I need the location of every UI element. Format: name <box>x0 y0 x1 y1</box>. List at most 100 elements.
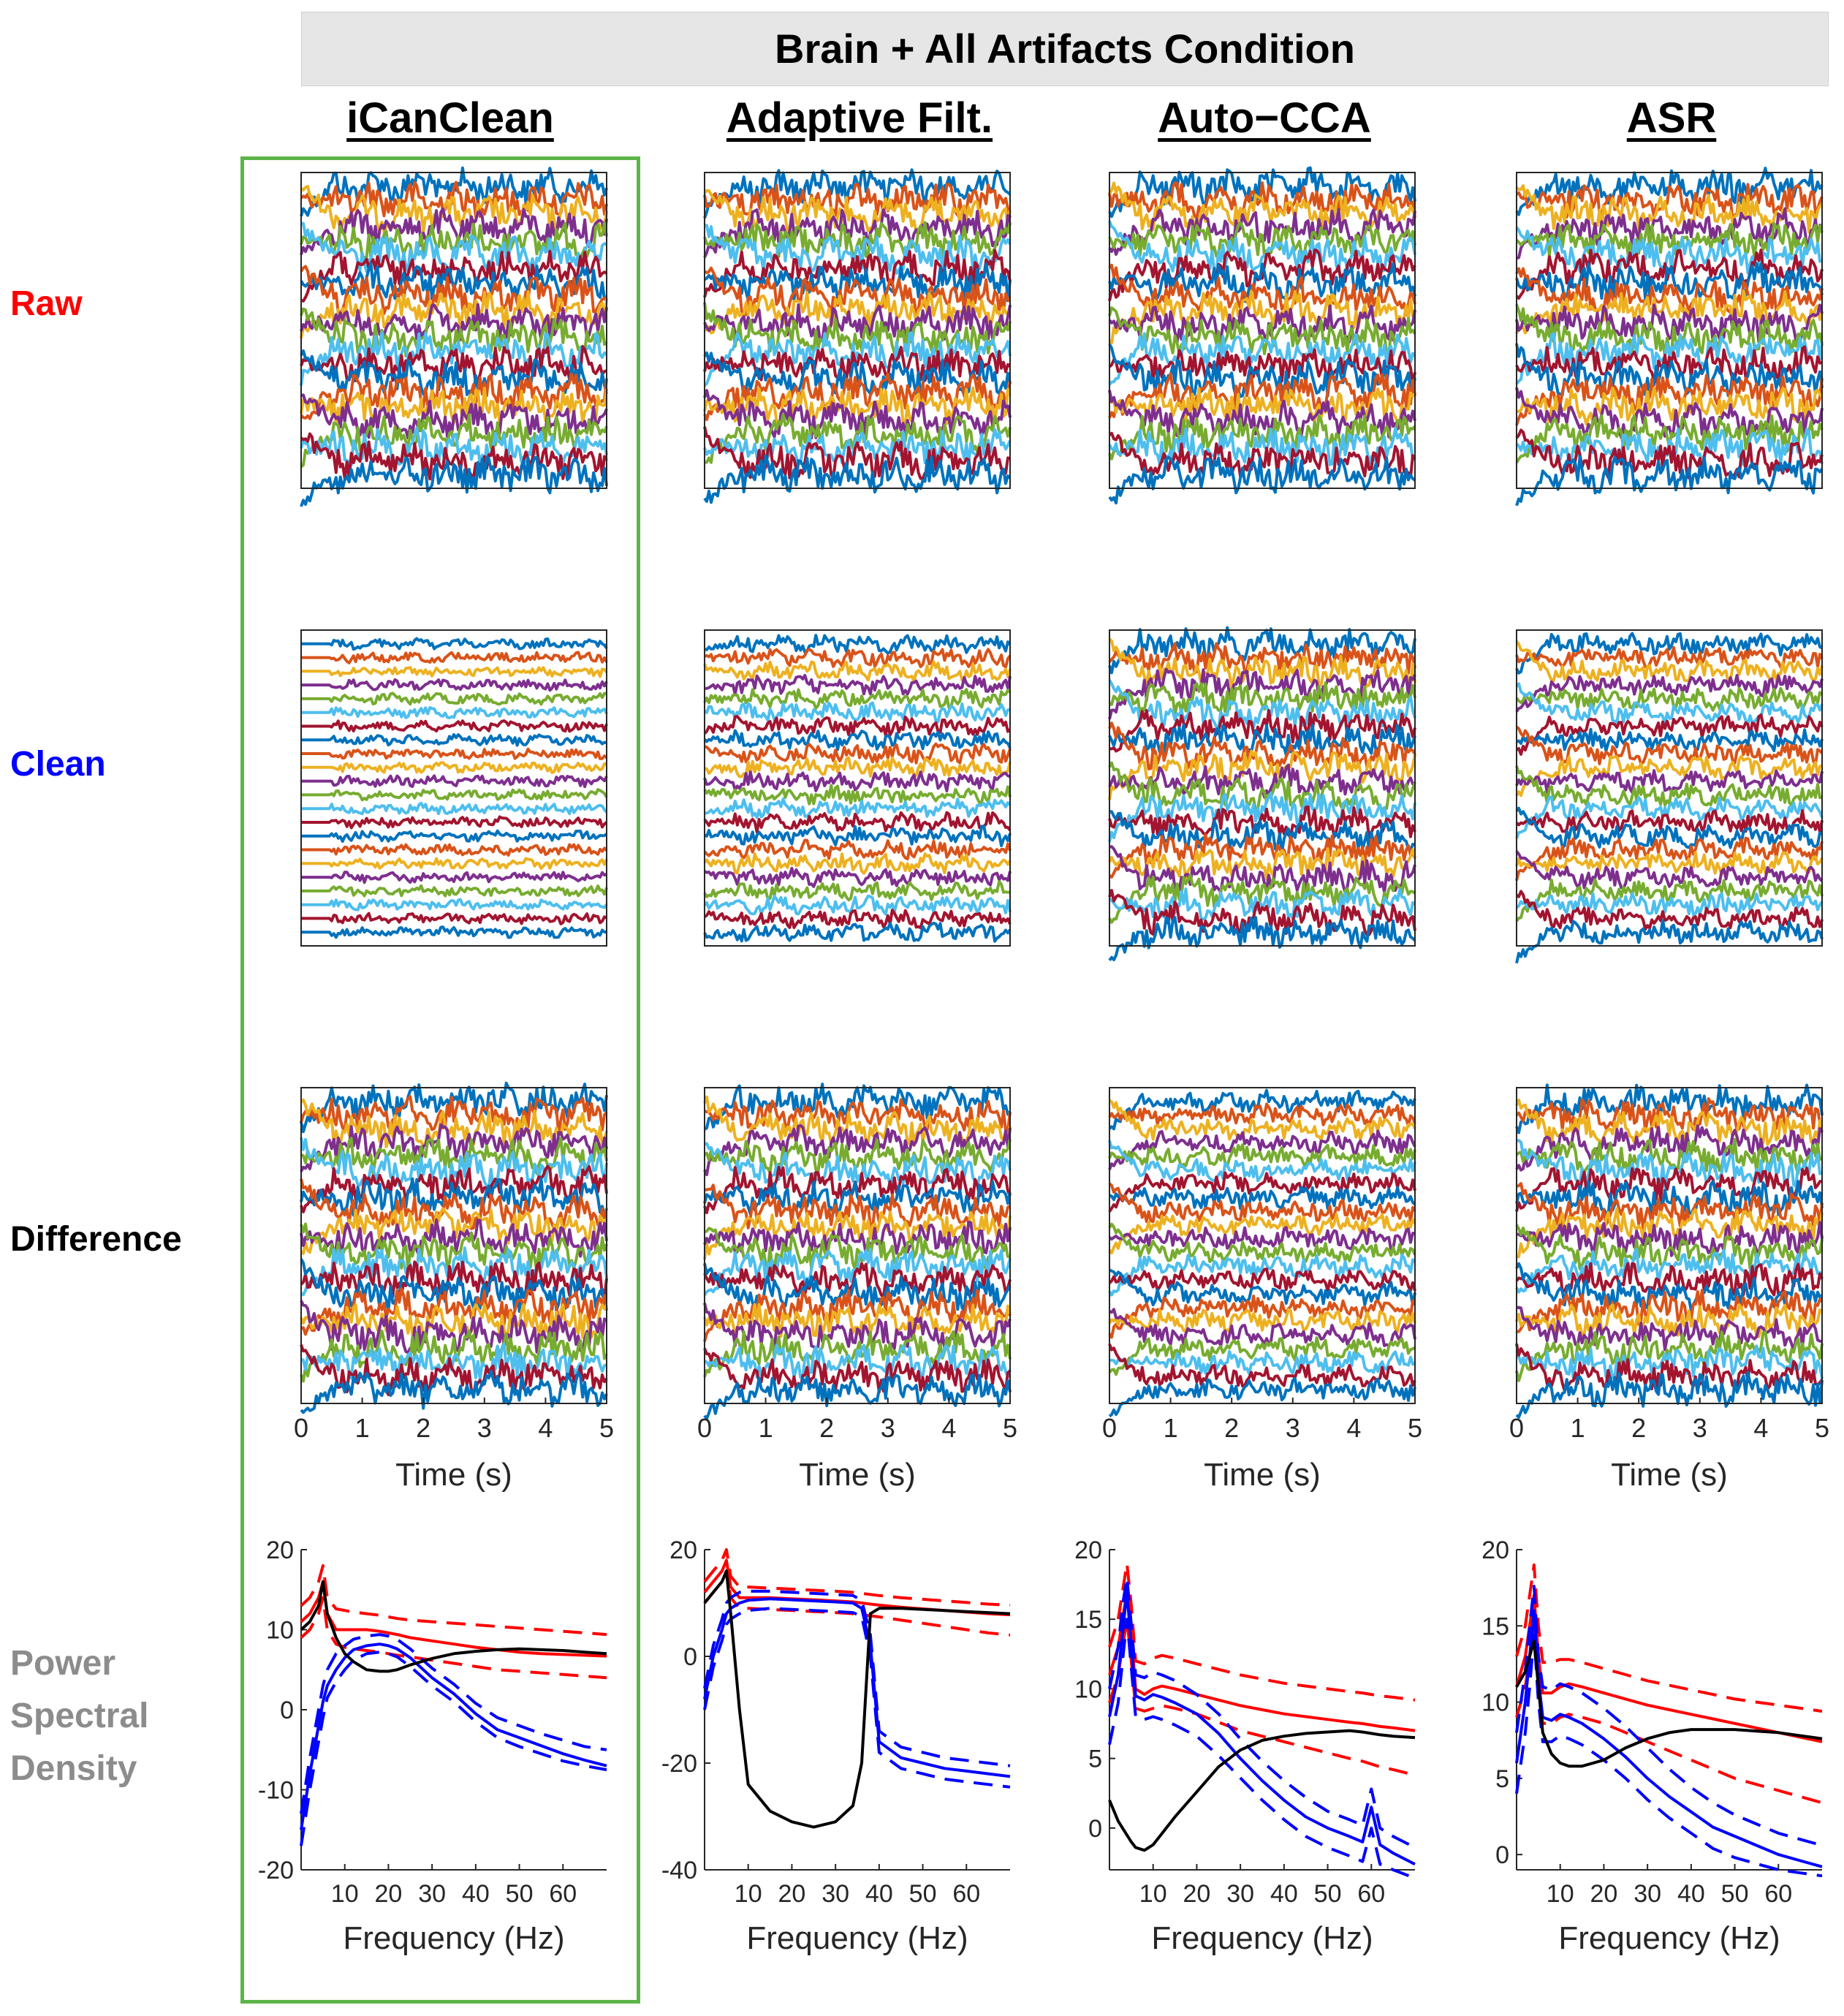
eeg-trace <box>1515 343 1824 398</box>
eeg-trace <box>1108 1140 1416 1183</box>
eeg-trace <box>1515 1124 1824 1172</box>
column-title-asr: ASR <box>1626 94 1717 142</box>
eeg-trace <box>301 706 608 720</box>
eeg-trace <box>301 691 607 706</box>
eeg-axes-box <box>1516 172 1823 489</box>
eeg-panel-raw-4 <box>1515 167 1824 507</box>
x-tick-label: 10 <box>1139 1880 1167 1908</box>
eeg-trace <box>1108 289 1416 344</box>
eeg-trace <box>1516 386 1824 426</box>
highlight-box-icanclean <box>240 156 640 2004</box>
eeg-trace <box>1109 1099 1416 1142</box>
y-tick-label: 20 <box>1481 1536 1509 1564</box>
eeg-trace <box>1515 919 1824 964</box>
eeg-trace <box>703 1262 1012 1312</box>
x-tick-label: 5 <box>599 1413 614 1443</box>
eeg-trace <box>703 1138 1012 1175</box>
eeg-trace <box>1109 709 1416 753</box>
eeg-trace <box>1515 1248 1824 1294</box>
psd-series-raw_upper <box>300 1564 607 1637</box>
eeg-trace <box>301 925 607 939</box>
eeg-trace <box>300 1303 608 1340</box>
x-tick-label: 3 <box>1286 1413 1300 1443</box>
eeg-trace <box>703 454 1012 504</box>
eeg-trace <box>1515 836 1824 882</box>
eeg-trace <box>1108 262 1416 303</box>
eeg-trace <box>301 801 608 816</box>
x-tick-label: 50 <box>909 1880 937 1908</box>
eeg-trace <box>1108 681 1416 716</box>
x-tick-label: 1 <box>1571 1413 1585 1443</box>
eeg-trace <box>1108 1344 1416 1388</box>
psd-series-clean_upper <box>1108 1576 1416 1849</box>
eeg-trace <box>1108 791 1416 843</box>
eeg-trace <box>1108 1143 1416 1169</box>
eeg-trace <box>1515 806 1824 849</box>
psd-series-raw_lower <box>1108 1618 1416 1777</box>
eeg-trace <box>1515 374 1824 426</box>
eeg-trace <box>1108 1182 1416 1224</box>
eeg-trace <box>1108 427 1416 466</box>
x-tick-label: 50 <box>1314 1880 1342 1908</box>
row-label-psd-line-2: Spectral <box>10 1697 149 1735</box>
x-tick-label: 5 <box>1003 1413 1017 1443</box>
eeg-trace <box>703 266 1012 317</box>
eeg-trace <box>1515 878 1824 922</box>
eeg-trace <box>1108 166 1416 219</box>
eeg-trace <box>1515 428 1824 480</box>
eeg-panel-clean-2 <box>703 629 1012 947</box>
eeg-trace <box>703 373 1012 422</box>
eeg-trace <box>703 770 1011 792</box>
y-tick-label: 0 <box>280 1697 294 1724</box>
y-tick-label: 0 <box>1495 1841 1509 1869</box>
psd-series-difference <box>703 1569 1011 1829</box>
eeg-trace <box>301 747 608 760</box>
eeg-trace <box>1108 1088 1416 1131</box>
x-tick-label: 50 <box>1721 1880 1749 1908</box>
eeg-trace <box>1108 1222 1416 1263</box>
y-tick-label: 20 <box>1074 1536 1102 1564</box>
x-axis-label: Frequency (Hz) <box>343 1920 564 1956</box>
psd-series-raw_upper <box>703 1548 1011 1607</box>
x-tick-label: 4 <box>1753 1413 1768 1443</box>
psd-panel-3: 0 5 10 15 20 10 20 30 40 50 60 Frequency (Hz) <box>1074 1536 1416 1956</box>
eeg-trace <box>1109 810 1416 854</box>
eeg-trace <box>1515 892 1824 917</box>
eeg-axes-box <box>1109 1087 1416 1404</box>
x-tick-label: 30 <box>1634 1880 1661 1908</box>
eeg-trace <box>704 648 1012 669</box>
eeg-trace <box>1515 1097 1823 1133</box>
eeg-trace <box>1516 1306 1823 1353</box>
eeg-trace <box>301 761 607 774</box>
eeg-trace <box>1108 1213 1416 1255</box>
eeg-trace <box>1516 727 1824 753</box>
eeg-panel-raw-1 <box>300 166 608 507</box>
eeg-trace <box>1515 1262 1824 1312</box>
psd-series-raw <box>1515 1594 1823 1743</box>
y-tick-label: 10 <box>1074 1675 1102 1703</box>
eeg-trace <box>301 666 608 678</box>
x-axis-label: Frequency (Hz) <box>746 1920 968 1956</box>
row-label-raw: Raw <box>10 284 83 323</box>
eeg-trace <box>703 784 1012 806</box>
eeg-trace <box>1515 686 1824 712</box>
eeg-trace <box>1108 348 1416 384</box>
eeg-trace <box>1109 1349 1416 1375</box>
x-axis-label: Time (s) <box>799 1457 916 1493</box>
y-tick-label: 0 <box>683 1643 697 1671</box>
psd-series-raw_upper <box>1515 1563 1823 1713</box>
eeg-trace <box>703 921 1012 943</box>
x-tick-label: 4 <box>1346 1413 1361 1443</box>
eeg-axes-box <box>704 172 1011 489</box>
eeg-trace <box>301 788 608 802</box>
x-tick-label: 3 <box>477 1413 492 1443</box>
eeg-trace <box>1108 263 1416 317</box>
eeg-trace <box>704 1227 1011 1271</box>
x-tick-label: 0 <box>1509 1413 1524 1443</box>
eeg-trace <box>1516 1289 1824 1333</box>
x-tick-label: 40 <box>865 1880 893 1908</box>
x-tick-label: 10 <box>735 1880 762 1908</box>
eeg-trace <box>1515 769 1824 794</box>
eeg-trace <box>301 637 608 651</box>
eeg-trace <box>301 857 608 870</box>
